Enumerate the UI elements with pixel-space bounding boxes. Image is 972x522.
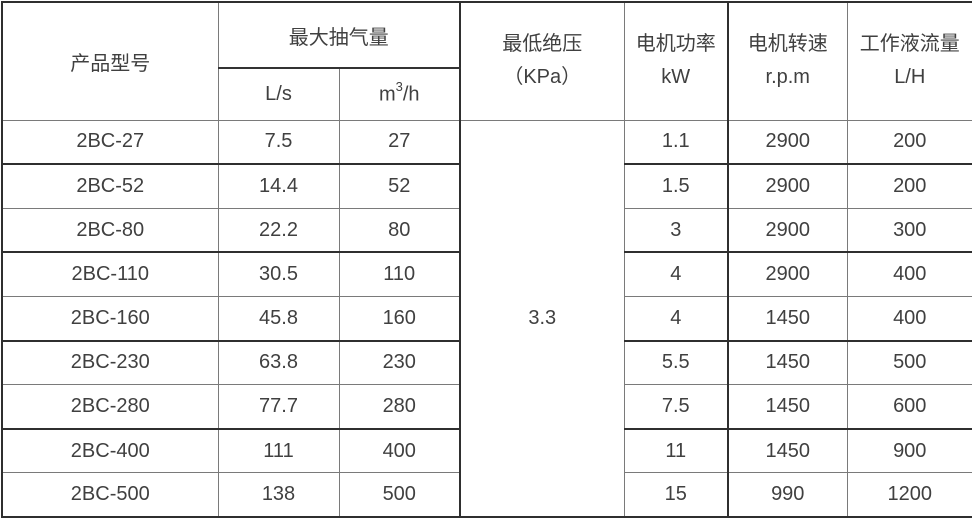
header-fluid-flow: 工作液流量 L/H (847, 2, 972, 120)
m3h-cell: 280 (339, 385, 460, 429)
ls-cell: 22.2 (218, 208, 339, 252)
header-row-1: 产品型号 最大抽气量 最低绝压 （KPa） 电机功率 kW 电机转速 r.p.m… (2, 2, 972, 68)
kw-cell: 11 (624, 429, 728, 473)
unit-m3h-superscript: 3 (396, 79, 403, 94)
lh-cell: 400 (847, 296, 972, 340)
ls-cell: 77.7 (218, 385, 339, 429)
header-motor-power: 电机功率 kW (624, 2, 728, 120)
ls-cell: 14.4 (218, 164, 339, 208)
lh-cell: 500 (847, 341, 972, 385)
header-motor-speed-line1: 电机转速 (729, 28, 847, 61)
kw-cell: 7.5 (624, 385, 728, 429)
min-pressure-cell: 3.3 (460, 120, 624, 517)
lh-cell: 200 (847, 164, 972, 208)
ls-cell: 63.8 (218, 341, 339, 385)
kw-cell: 1.1 (624, 120, 728, 164)
model-cell: 2BC-500 (2, 473, 218, 517)
header-max-pumping: 最大抽气量 (218, 2, 460, 68)
header-motor-power-line2: kW (625, 61, 728, 94)
m3h-cell: 160 (339, 296, 460, 340)
rpm-cell: 2900 (728, 164, 847, 208)
lh-cell: 1200 (847, 473, 972, 517)
m3h-cell: 400 (339, 429, 460, 473)
lh-cell: 400 (847, 252, 972, 296)
model-cell: 2BC-110 (2, 252, 218, 296)
model-cell: 2BC-400 (2, 429, 218, 473)
kw-cell: 3 (624, 208, 728, 252)
header-product-model: 产品型号 (2, 2, 218, 120)
rpm-cell: 990 (728, 473, 847, 517)
ls-cell: 138 (218, 473, 339, 517)
header-min-pressure: 最低绝压 （KPa） (460, 2, 624, 120)
header-fluid-flow-line2: L/H (848, 61, 972, 94)
rpm-cell: 2900 (728, 252, 847, 296)
m3h-cell: 110 (339, 252, 460, 296)
m3h-cell: 80 (339, 208, 460, 252)
lh-cell: 300 (847, 208, 972, 252)
rpm-cell: 2900 (728, 120, 847, 164)
header-unit-ls: L/s (218, 68, 339, 120)
ls-cell: 45.8 (218, 296, 339, 340)
kw-cell: 4 (624, 296, 728, 340)
rpm-cell: 1450 (728, 429, 847, 473)
ls-cell: 30.5 (218, 252, 339, 296)
header-motor-speed: 电机转速 r.p.m (728, 2, 847, 120)
model-cell: 2BC-160 (2, 296, 218, 340)
ls-cell: 7.5 (218, 120, 339, 164)
header-min-pressure-line1: 最低绝压 (461, 28, 624, 61)
m3h-cell: 230 (339, 341, 460, 385)
rpm-cell: 2900 (728, 208, 847, 252)
m3h-cell: 52 (339, 164, 460, 208)
m3h-cell: 500 (339, 473, 460, 517)
model-cell: 2BC-52 (2, 164, 218, 208)
unit-m3h-base: m (379, 84, 396, 106)
lh-cell: 600 (847, 385, 972, 429)
rpm-cell: 1450 (728, 296, 847, 340)
header-min-pressure-line2: （KPa） (461, 61, 624, 94)
model-cell: 2BC-80 (2, 208, 218, 252)
lh-cell: 900 (847, 429, 972, 473)
kw-cell: 4 (624, 252, 728, 296)
model-cell: 2BC-27 (2, 120, 218, 164)
kw-cell: 1.5 (624, 164, 728, 208)
model-cell: 2BC-230 (2, 341, 218, 385)
header-motor-speed-line2: r.p.m (729, 61, 847, 94)
table-header: 产品型号 最大抽气量 最低绝压 （KPa） 电机功率 kW 电机转速 r.p.m… (2, 2, 972, 120)
ls-cell: 111 (218, 429, 339, 473)
header-unit-m3h: m3/h (339, 68, 460, 120)
unit-m3h-rest: /h (403, 84, 420, 106)
rpm-cell: 1450 (728, 341, 847, 385)
header-motor-power-line1: 电机功率 (625, 28, 728, 61)
lh-cell: 200 (847, 120, 972, 164)
header-fluid-flow-line1: 工作液流量 (848, 28, 972, 61)
kw-cell: 5.5 (624, 341, 728, 385)
kw-cell: 15 (624, 473, 728, 517)
m3h-cell: 27 (339, 120, 460, 164)
model-cell: 2BC-280 (2, 385, 218, 429)
rpm-cell: 1450 (728, 385, 847, 429)
